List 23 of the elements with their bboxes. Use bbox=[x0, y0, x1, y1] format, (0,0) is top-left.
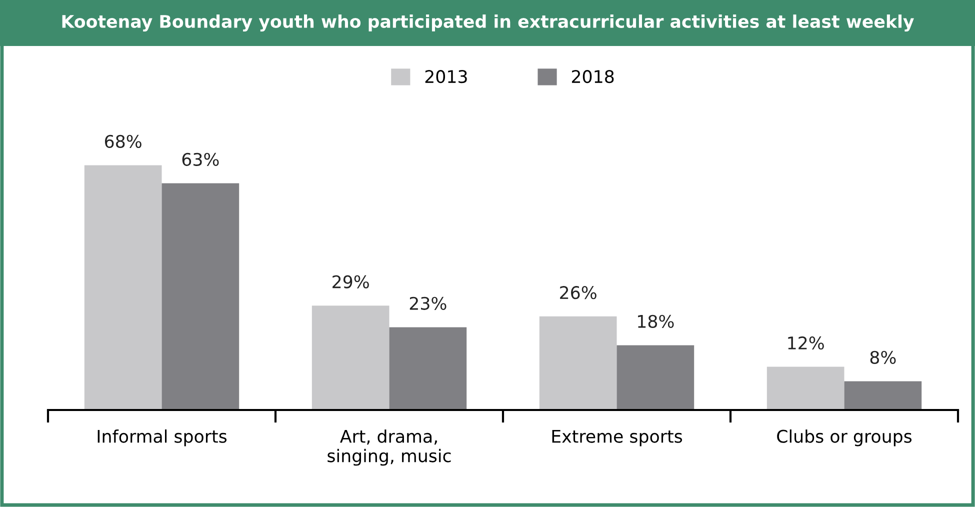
data-label: 12% bbox=[788, 336, 824, 350]
bar bbox=[766, 366, 844, 410]
data-label: 8% bbox=[870, 350, 896, 364]
data-label: 26% bbox=[560, 286, 596, 300]
bar bbox=[389, 327, 467, 410]
chart-title: Kootenay Boundary youth who participated in extracurricular activities at least weekly bbox=[62, 14, 914, 32]
data-label: 68% bbox=[104, 134, 142, 148]
bar bbox=[539, 316, 617, 410]
legend-label: 2013 bbox=[425, 70, 467, 84]
data-label: 23% bbox=[410, 296, 446, 310]
x-tick-label: Extreme sports bbox=[552, 430, 682, 446]
bar bbox=[844, 381, 922, 410]
bar bbox=[84, 165, 162, 410]
x-tick-label: Clubs or groups bbox=[777, 429, 912, 446]
x-tick-label: Informal sports bbox=[98, 429, 227, 446]
bar bbox=[162, 183, 240, 410]
data-label: 63% bbox=[182, 152, 219, 166]
data-label: 18% bbox=[638, 314, 674, 328]
x-tick-label: Art, drama, singing, music bbox=[328, 429, 451, 466]
legend-label: 2018 bbox=[572, 70, 614, 84]
bar bbox=[312, 306, 390, 410]
data-label: 29% bbox=[332, 275, 369, 288]
bar bbox=[616, 345, 694, 410]
